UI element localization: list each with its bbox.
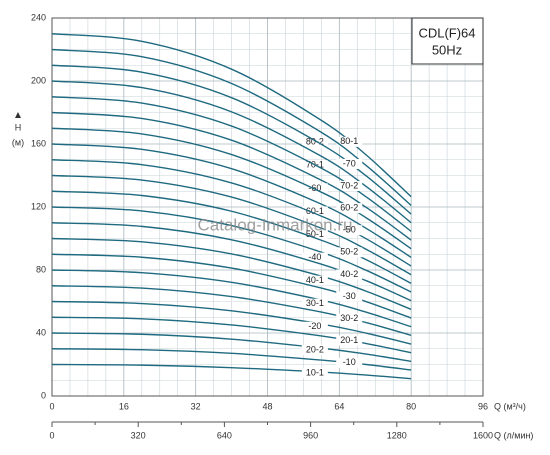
curve-label: 50-2 bbox=[340, 247, 358, 257]
curve-label: 10-1 bbox=[306, 367, 324, 377]
curve-label: 50-1 bbox=[306, 229, 324, 239]
y-arrow bbox=[15, 112, 21, 118]
x2-tick-label: 1600 bbox=[473, 430, 493, 440]
pump-curve bbox=[51, 316, 412, 354]
curve-label-bg bbox=[336, 225, 363, 236]
x-tick-label: 32 bbox=[191, 401, 201, 411]
y-tick-label: 40 bbox=[36, 327, 46, 337]
curve-label: 80-1 bbox=[340, 136, 358, 146]
pump-curve bbox=[51, 269, 412, 328]
title-box bbox=[411, 17, 484, 65]
pump-curve bbox=[51, 80, 412, 224]
x-tick-label: 64 bbox=[334, 401, 344, 411]
curve-label-bg bbox=[301, 344, 328, 355]
x-tick-label: 96 bbox=[478, 401, 488, 411]
curve-label: 70-2 bbox=[340, 180, 358, 190]
y-tick-label: 160 bbox=[31, 138, 46, 148]
pump-curve bbox=[51, 363, 412, 380]
curve-label-bg bbox=[336, 247, 363, 258]
pump-curve bbox=[51, 300, 412, 345]
curve-label: 40-2 bbox=[340, 269, 358, 279]
watermark: Catalog-Inmarkon.ru bbox=[198, 215, 353, 234]
curve-label: -50 bbox=[343, 225, 356, 235]
x-tick-label: 48 bbox=[262, 401, 272, 411]
curve-label: -20 bbox=[308, 321, 321, 331]
curve-label-bg bbox=[336, 313, 363, 324]
curve-label: 30-1 bbox=[306, 298, 324, 308]
pump-curve bbox=[51, 285, 412, 337]
pump-curve bbox=[51, 48, 412, 206]
curve-label: 20-1 bbox=[340, 335, 358, 345]
curve-label-bg bbox=[336, 269, 363, 280]
x2-tick-label: 0 bbox=[49, 430, 54, 440]
curve-label-bg bbox=[336, 203, 363, 214]
chart-subtitle: 50Hz bbox=[432, 42, 462, 57]
pump-curve bbox=[51, 33, 412, 198]
curve-label-bg bbox=[336, 335, 363, 346]
curve-label: 30-2 bbox=[340, 313, 358, 323]
pump-curve bbox=[51, 348, 412, 371]
x-tick-label: 16 bbox=[119, 401, 129, 411]
pump-curve bbox=[51, 237, 412, 311]
curve-label: 20-2 bbox=[306, 344, 324, 354]
curve-label-bg bbox=[336, 357, 363, 368]
y-tick-label: 240 bbox=[31, 12, 46, 22]
pump-curve bbox=[51, 111, 412, 241]
y-unit: (м) bbox=[12, 137, 24, 147]
curve-label: -30 bbox=[343, 291, 356, 301]
pump-curve bbox=[51, 96, 412, 232]
curve-label-bg bbox=[301, 229, 328, 240]
pump-curve bbox=[51, 64, 412, 215]
curve-label: 80-2 bbox=[306, 137, 324, 147]
pump-curve bbox=[51, 174, 412, 276]
y-label: H bbox=[15, 122, 22, 132]
y-tick-label: 120 bbox=[31, 201, 46, 211]
curve-label-bg bbox=[336, 158, 363, 169]
pump-curve bbox=[51, 253, 412, 319]
x-tick-label: 80 bbox=[406, 401, 416, 411]
pump-curve bbox=[51, 127, 412, 250]
y-tick-label: 200 bbox=[31, 75, 46, 85]
curve-label: -40 bbox=[308, 252, 321, 262]
y-tick-label: 0 bbox=[41, 390, 46, 400]
curve-label-bg bbox=[336, 291, 363, 302]
chart-title: CDL(F)64 bbox=[418, 25, 475, 40]
pump-curve bbox=[51, 190, 412, 285]
curve-label-bg bbox=[301, 298, 328, 309]
curve-label: 60-2 bbox=[340, 202, 358, 212]
x2-tick-label: 1280 bbox=[387, 430, 407, 440]
x-label: Q (м³/ч) bbox=[494, 401, 526, 411]
x2-label: Q (л/мин) bbox=[494, 430, 533, 440]
y-tick-label: 80 bbox=[36, 264, 46, 274]
x2-tick-label: 640 bbox=[217, 430, 232, 440]
curve-label: -60 bbox=[308, 183, 321, 193]
curve-label-bg bbox=[336, 136, 363, 147]
curve-label: -70 bbox=[343, 158, 356, 168]
curve-label: 60-1 bbox=[306, 206, 324, 216]
curve-label: 40-1 bbox=[306, 275, 324, 285]
curve-label-bg bbox=[336, 181, 363, 192]
pump-curve bbox=[51, 159, 412, 267]
pump-curve bbox=[51, 143, 412, 258]
x2-tick-label: 320 bbox=[131, 430, 146, 440]
curves: 80-180-2-7070-170-2-6060-260-1-5050-150-… bbox=[51, 33, 412, 380]
curve-label-bg bbox=[301, 275, 328, 286]
curve-label-bg bbox=[301, 252, 328, 263]
curve-label-bg bbox=[301, 367, 328, 378]
x-tick-label: 0 bbox=[49, 401, 54, 411]
curve-label-bg bbox=[301, 137, 328, 148]
pump-curve bbox=[51, 222, 412, 302]
x2-tick-label: 960 bbox=[303, 430, 318, 440]
curve-label-bg bbox=[301, 321, 328, 332]
curve-label: -10 bbox=[343, 357, 356, 367]
pump-curve bbox=[51, 206, 412, 293]
curve-label-bg bbox=[301, 206, 328, 217]
pump-curve bbox=[51, 332, 412, 363]
